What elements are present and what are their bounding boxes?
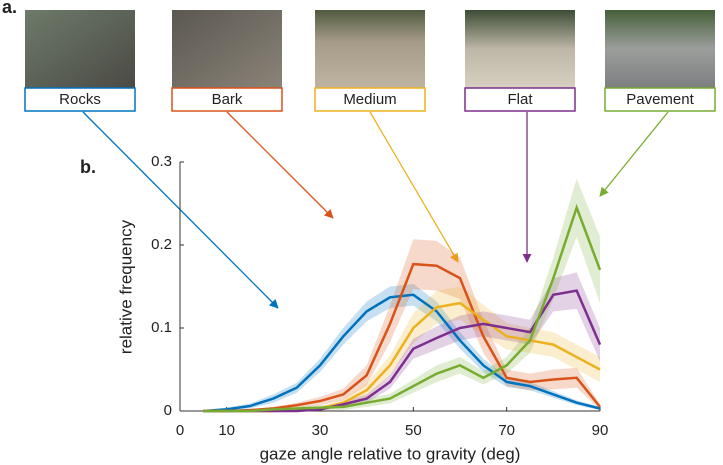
series-line bbox=[203, 289, 602, 413]
x-tick-label: 90 bbox=[592, 422, 609, 439]
legend-label: Pavement bbox=[626, 91, 694, 108]
legend-box bbox=[24, 87, 136, 112]
y-tick-label: 0 bbox=[164, 402, 172, 419]
arrow bbox=[226, 111, 334, 219]
photo bbox=[25, 10, 135, 88]
photo bbox=[172, 10, 282, 88]
panel-label: a. bbox=[2, 0, 17, 17]
error-band bbox=[203, 272, 601, 412]
legend-box bbox=[171, 87, 283, 112]
panel-label: b. bbox=[80, 157, 96, 177]
photo bbox=[605, 10, 715, 88]
legend-box bbox=[314, 87, 426, 112]
y-tick-label: 0.3 bbox=[151, 153, 172, 170]
x-tick-label: 70 bbox=[498, 422, 515, 439]
arrow bbox=[599, 111, 669, 197]
x-tick-label: 50 bbox=[405, 422, 422, 439]
y-axis-label: relative frequency bbox=[116, 219, 135, 354]
x-tick-label: 10 bbox=[218, 422, 235, 439]
x-tick-label: 0 bbox=[176, 422, 184, 439]
legend-label: Rocks bbox=[59, 91, 101, 108]
legend-box bbox=[464, 87, 576, 112]
photo bbox=[465, 10, 575, 88]
x-axis-label: gaze angle relative to gravity (deg) bbox=[260, 444, 521, 463]
legend-label: Medium bbox=[343, 91, 396, 108]
error-band bbox=[203, 284, 601, 412]
legend-box bbox=[604, 87, 716, 112]
x-tick-label: 30 bbox=[312, 422, 329, 439]
photo bbox=[315, 10, 425, 88]
series-line bbox=[203, 203, 602, 413]
error-band bbox=[203, 286, 601, 412]
legend-label: Flat bbox=[507, 91, 533, 108]
y-tick-label: 0.2 bbox=[151, 236, 172, 253]
legend-label: Bark bbox=[212, 91, 243, 108]
arrow bbox=[369, 111, 459, 263]
y-tick-label: 0.1 bbox=[151, 319, 172, 336]
